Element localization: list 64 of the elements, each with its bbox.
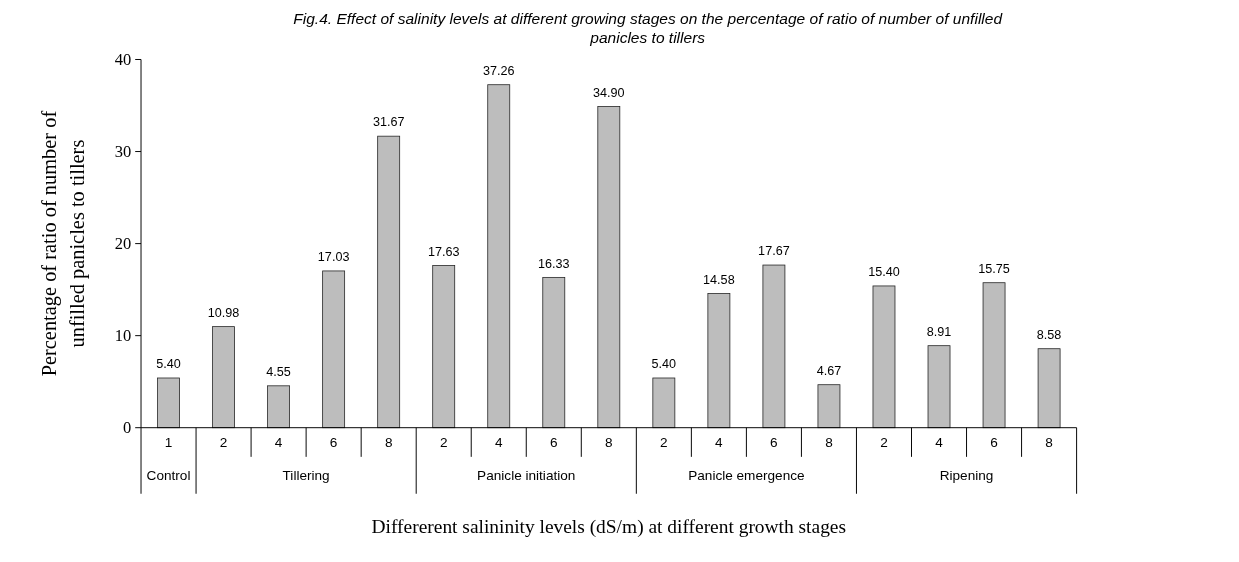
x-tick-label: 6 — [329, 435, 338, 451]
x-tick-label: 6 — [990, 435, 998, 451]
x-tick-label: 4 — [715, 435, 724, 451]
x-tick-label: 2 — [880, 435, 888, 451]
x-tick-label: 2 — [219, 435, 228, 451]
x-tick-label: 2 — [660, 435, 668, 451]
data-label: 15.40 — [868, 265, 900, 280]
text: Panicle initiation — [477, 468, 576, 484]
bar — [432, 265, 456, 429]
x-tick-label: 8 — [1045, 435, 1053, 451]
x-tick-label: 4 — [935, 435, 944, 451]
x-tick-label: 6 — [550, 435, 558, 451]
data-label: 8.58 — [1036, 328, 1062, 342]
x-tick-label: 6 — [770, 435, 778, 451]
y-tick-label: 40 — [114, 50, 132, 70]
data-label: 10.98 — [207, 305, 240, 320]
bar — [212, 326, 235, 429]
x-tick-label: 1 — [164, 435, 173, 451]
data-label: 4.55 — [266, 365, 291, 380]
data-label: 17.63 — [427, 244, 460, 259]
data-label: 17.03 — [317, 250, 350, 265]
x-tick-label: 4 — [274, 435, 283, 451]
x-tick-label: 8 — [825, 435, 833, 451]
bar — [762, 264, 786, 429]
bar — [377, 135, 401, 429]
y-tick-label: 20 — [114, 234, 132, 254]
x-tick-label: 8 — [384, 435, 393, 451]
data-label: 15.75 — [978, 262, 1010, 276]
chart-title: Fig.4. Effect of salinity levels at different growing stages on the percentage of ratio of number of unfilled panicles to tillers — [293, 9, 1004, 46]
text: Control — [146, 468, 191, 484]
y-tick-label: 10 — [114, 326, 132, 346]
text: Ripening — [939, 468, 994, 484]
y-axis-title: Percentage of ratio of number of unfilled panicles to tillers — [38, 110, 89, 377]
data-label: 14.58 — [703, 272, 735, 287]
bar — [322, 270, 346, 429]
data-label: 4.67 — [816, 364, 842, 378]
bar — [1037, 348, 1061, 429]
data-label: 5.40 — [651, 357, 677, 372]
y-tick-label: 30 — [114, 142, 132, 162]
data-label: 5.40 — [156, 357, 181, 372]
bar — [597, 106, 621, 429]
bar — [652, 377, 676, 429]
bar — [927, 345, 951, 429]
data-label: 16.33 — [538, 256, 570, 271]
bar — [707, 293, 731, 429]
bar — [982, 282, 1006, 429]
data-label: 31.67 — [372, 115, 405, 130]
text: Panicle emergence — [688, 468, 805, 484]
data-label: 34.90 — [593, 85, 625, 100]
bar — [157, 377, 180, 429]
data-label: 8.91 — [926, 324, 952, 339]
x-tick-label: 4 — [494, 435, 503, 451]
bar — [487, 84, 511, 429]
data-label: 17.67 — [758, 244, 790, 259]
data-label: 37.26 — [482, 64, 515, 78]
bar — [872, 285, 896, 429]
x-tick-label: 8 — [605, 435, 613, 451]
bar — [542, 276, 566, 429]
y-tick-label: 0 — [123, 418, 132, 438]
bar — [817, 384, 841, 429]
x-axis-title: Differerent salininity levels (dS/m) at different growth stages — [371, 515, 847, 538]
bar — [267, 385, 290, 429]
text: Tillering — [282, 468, 330, 484]
x-tick-label: 2 — [439, 435, 448, 451]
